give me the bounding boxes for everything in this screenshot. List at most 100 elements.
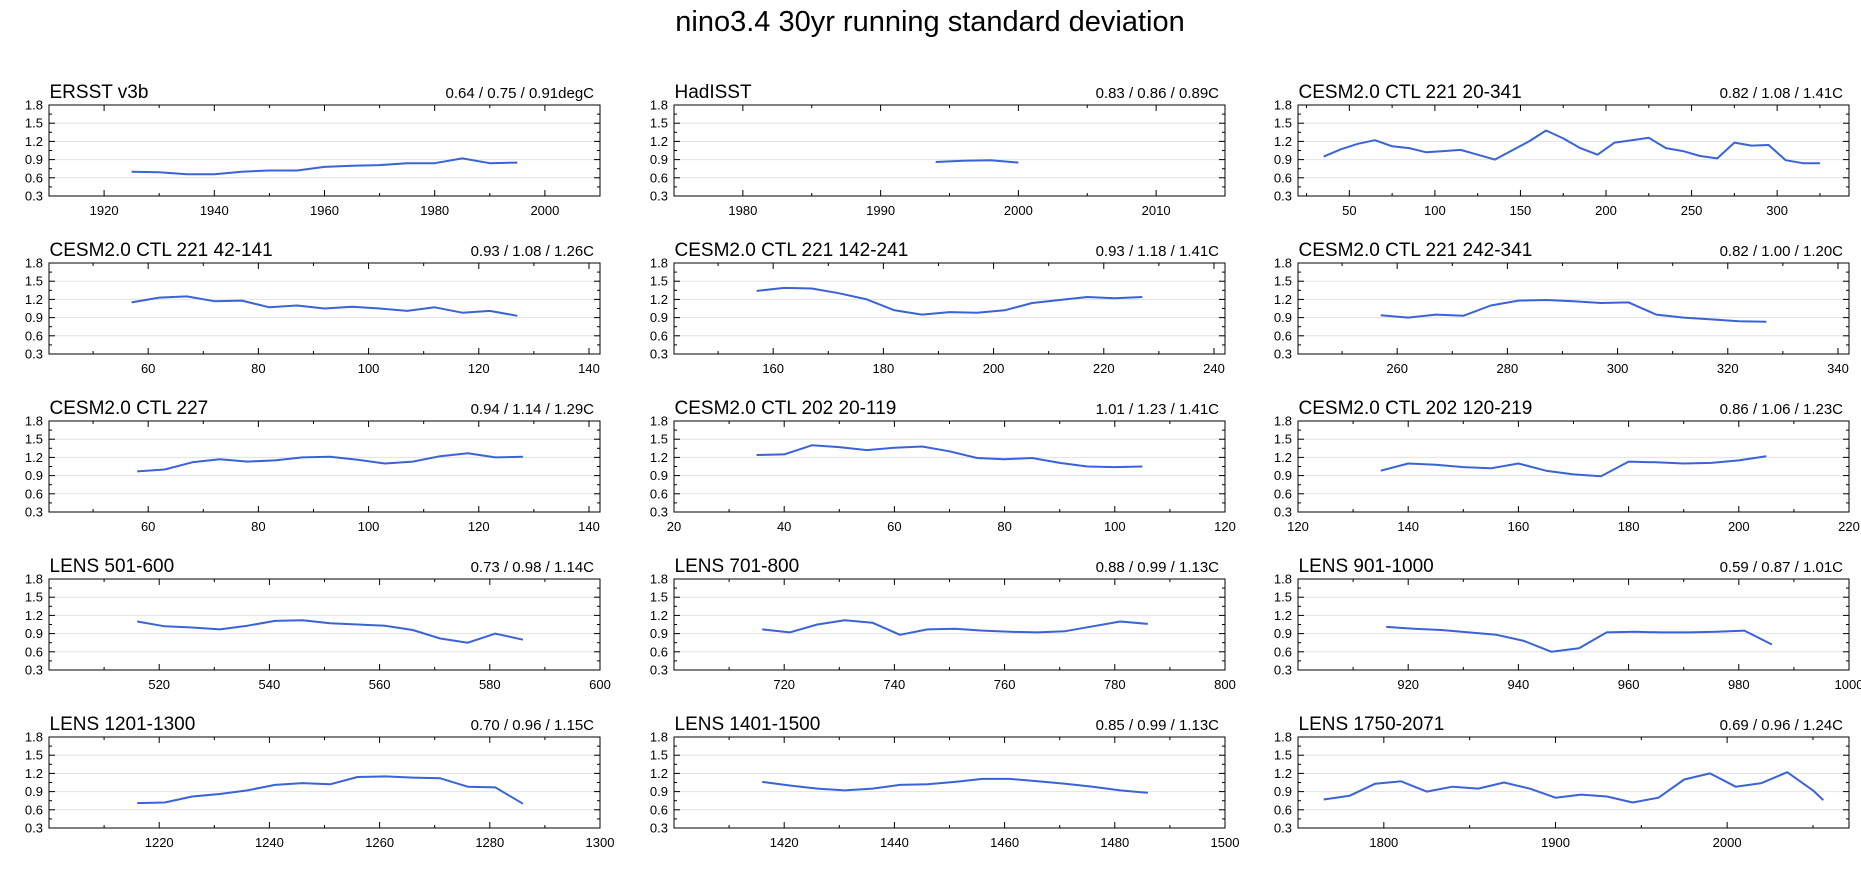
plot-frame — [48, 578, 601, 671]
x-tick-label: 40 — [777, 519, 791, 534]
y-tick-label: 1.2 — [650, 450, 668, 465]
panel-stats: 0.88 / 0.99 / 1.13C — [1096, 559, 1220, 576]
y-tick-label: 0.9 — [25, 784, 43, 799]
x-tick-label: 720 — [773, 677, 795, 692]
y-tick-label: 1.2 — [1274, 450, 1292, 465]
y-tick-label: 0.9 — [650, 152, 668, 167]
y-tick-label: 0.9 — [1274, 468, 1292, 483]
y-tick-label: 1.8 — [1274, 98, 1292, 113]
x-tick-label: 120 — [1214, 519, 1236, 534]
x-tick-label: 740 — [884, 677, 906, 692]
y-tick-label: 1.2 — [25, 450, 43, 465]
x-tick-label: 180 — [1618, 519, 1640, 534]
y-tick-label: 1.5 — [650, 432, 668, 447]
x-tick-label: 1420 — [770, 835, 799, 850]
y-tick-label: 0.6 — [1274, 170, 1292, 185]
y-tick-label: 0.9 — [25, 152, 43, 167]
y-tick-label: 0.3 — [1274, 663, 1292, 678]
chart-panel-10: 0.3 0.6 0.9 1.2 1.5 1.8 520 540 560 580 600 LENS 50… — [25, 556, 611, 692]
y-tick-label: 1.8 — [25, 98, 43, 113]
x-tick-label: 1220 — [145, 835, 174, 850]
x-tick-label: 580 — [479, 677, 501, 692]
panel-title: ERSST v3b — [50, 82, 149, 103]
panel-title: LENS 701-800 — [675, 556, 800, 577]
y-tick-label: 0.3 — [1274, 189, 1292, 204]
y-tick-label: 0.3 — [25, 505, 43, 520]
plot-frame — [1297, 578, 1850, 671]
x-tick-label: 100 — [358, 519, 380, 534]
x-tick-label: 760 — [994, 677, 1016, 692]
x-tick-label: 250 — [1681, 203, 1703, 218]
y-tick-label: 0.3 — [650, 189, 668, 204]
y-tick-label: 0.9 — [1274, 626, 1292, 641]
plot-frame — [48, 420, 601, 513]
y-tick-label: 1.5 — [650, 274, 668, 289]
chart-panel-8: 0.3 0.6 0.9 1.2 1.5 1.8 20 40 60 80 100 120 CESM2.0 … — [650, 398, 1236, 534]
series-line — [762, 619, 1148, 636]
x-tick-label: 80 — [251, 361, 265, 376]
x-tick-label: 2000 — [1004, 203, 1033, 218]
series-line — [1380, 299, 1767, 323]
y-tick-label: 0.9 — [650, 784, 668, 799]
y-tick-label: 0.6 — [650, 802, 668, 817]
y-tick-label: 0.9 — [650, 626, 668, 641]
x-tick-label: 600 — [589, 677, 611, 692]
y-tick-label: 1.8 — [650, 414, 668, 429]
y-tick-label: 1.8 — [1274, 730, 1292, 745]
y-tick-label: 0.6 — [25, 644, 43, 659]
y-tick-label: 1.2 — [650, 134, 668, 149]
y-tick-label: 1.5 — [25, 748, 43, 763]
panel-stats: 0.70 / 0.96 / 1.15C — [471, 717, 595, 734]
x-tick-label: 300 — [1607, 361, 1629, 376]
panel-stats: 0.85 / 0.99 / 1.13C — [1096, 717, 1220, 734]
x-tick-label: 1980 — [420, 203, 449, 218]
y-tick-label: 0.6 — [1274, 802, 1292, 817]
x-tick-label: 100 — [1424, 203, 1446, 218]
x-tick-label: 200 — [983, 361, 1005, 376]
x-tick-label: 100 — [358, 361, 380, 376]
series-line — [1323, 771, 1824, 804]
x-tick-label: 160 — [762, 361, 784, 376]
panel-title: LENS 901-1000 — [1299, 556, 1434, 577]
y-tick-label: 1.8 — [25, 256, 43, 271]
x-tick-label: 1480 — [1100, 835, 1129, 850]
plot-frame — [673, 104, 1226, 197]
plot-frame — [673, 262, 1226, 355]
x-tick-label: 1500 — [1211, 835, 1240, 850]
y-tick-label: 0.3 — [25, 663, 43, 678]
panel-title: LENS 1201-1300 — [50, 714, 196, 735]
y-tick-label: 0.6 — [1274, 486, 1292, 501]
panel-stats: 0.64 / 0.75 / 0.91degC — [446, 85, 595, 102]
x-tick-label: 1240 — [255, 835, 284, 850]
y-tick-label: 1.8 — [25, 572, 43, 587]
x-tick-label: 520 — [148, 677, 170, 692]
x-tick-label: 200 — [1728, 519, 1750, 534]
plot-frame — [1297, 262, 1850, 355]
y-tick-label: 0.3 — [25, 189, 43, 204]
series-line — [131, 295, 518, 317]
y-tick-label: 1.8 — [650, 256, 668, 271]
x-tick-label: 120 — [1287, 519, 1309, 534]
x-tick-label: 920 — [1397, 677, 1419, 692]
y-tick-label: 1.2 — [650, 766, 668, 781]
y-tick-label: 1.5 — [650, 590, 668, 605]
y-tick-label: 0.6 — [650, 170, 668, 185]
series-line — [756, 286, 1143, 316]
y-tick-label: 0.6 — [1274, 328, 1292, 343]
x-tick-label: 180 — [873, 361, 895, 376]
x-tick-label: 80 — [251, 519, 265, 534]
y-tick-label: 1.2 — [1274, 134, 1292, 149]
series-line — [131, 157, 518, 176]
x-tick-label: 800 — [1214, 677, 1236, 692]
panel-title: LENS 1750-2071 — [1299, 714, 1445, 735]
x-tick-label: 160 — [1508, 519, 1530, 534]
plot-frame — [48, 104, 601, 197]
panel-stats: 0.93 / 1.18 / 1.41C — [1096, 243, 1220, 260]
y-tick-label: 1.2 — [25, 766, 43, 781]
x-tick-label: 220 — [1838, 519, 1860, 534]
x-tick-label: 1260 — [365, 835, 394, 850]
x-tick-label: 220 — [1093, 361, 1115, 376]
y-tick-label: 1.5 — [25, 116, 43, 131]
chart-panel-1: 0.3 0.6 0.9 1.2 1.5 1.8 1920 1940 1960 1980 2000 ER… — [25, 82, 601, 218]
